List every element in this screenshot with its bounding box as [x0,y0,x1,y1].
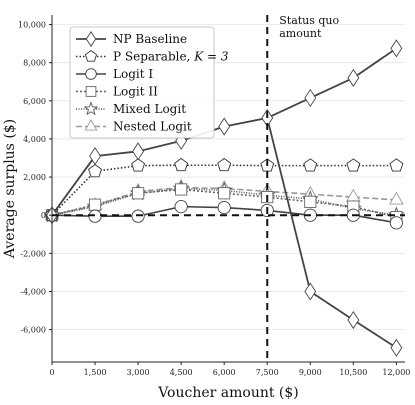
data-point [389,158,404,172]
data-point [304,282,317,301]
series-np-baseline [46,39,403,357]
data-point [88,198,102,211]
y-tick-label: 8,000 [23,59,46,68]
data-point [132,142,145,161]
x-tick-label: 10,500 [339,368,367,377]
legend-label: Nested Logit [113,120,192,134]
legend-label: Logit II [113,85,158,99]
data-point [174,200,188,214]
x-tick-label: 1,500 [84,368,107,377]
x-tick-label: 4,500 [170,368,193,377]
legend-item: P Separable, K = 3 [76,50,229,64]
legend-item: NP Baseline [76,31,187,47]
legend-item: Logit I [76,67,153,81]
legend-marker [85,31,97,47]
data-point [217,157,232,172]
vline-annotation-line1: Status quo [279,14,339,27]
data-point [304,195,317,208]
data-point [132,187,145,200]
data-point [131,158,146,172]
legend-item: Mixed Logit [76,101,186,116]
data-point [175,183,188,196]
x-tick-label: 0 [49,368,54,377]
data-point [347,310,360,330]
y-tick-label: 2,000 [23,173,46,182]
data-point [390,39,403,58]
y-axis-label: Average surplus ($) [2,119,18,259]
data-point [217,200,231,215]
legend-box [69,26,215,139]
legend-marker [85,86,97,97]
data-point [346,158,361,172]
data-point [218,187,231,200]
data-point [304,88,317,108]
legend-marker [83,101,99,116]
legend-label: Logit I [113,67,153,81]
y-tick-label: -6,000 [20,326,46,335]
legend-marker [84,119,98,131]
legend-label: P Separable, K = 3 [113,50,229,64]
reference-lines [52,15,405,362]
legend: NP Baseline P Separable, K = 3 Logit I Logi… [69,26,229,139]
data-point [303,158,318,172]
series-line-branch [266,117,397,349]
axes: -6,000 -4,000 -2,000 0 2,000 4,000 6,000 8,000 1… [18,15,410,377]
y-tick-label: 4,000 [23,135,46,144]
x-tick-label: 12,000 [382,368,410,377]
legend-marker [84,50,98,62]
y-tick-label: -2,000 [20,249,46,258]
y-tick-label: 10,000 [18,21,46,30]
data-point [346,188,361,202]
x-tick-label: 3,000 [127,368,150,377]
x-tick-label: 6,000 [213,368,236,377]
y-tick-label: 6,000 [23,97,46,106]
y-tick-label: -4,000 [20,287,46,296]
data-point [89,147,101,166]
data-point [88,164,102,178]
vline-annotation-line2: amount [279,27,322,40]
data-point [389,216,403,230]
legend-item: Logit II [76,85,158,99]
x-tick-label: 9,000 [299,368,322,377]
legend-item: Nested Logit [76,119,192,134]
legend-label: NP Baseline [113,32,187,46]
y-tick-label: 0 [41,211,46,220]
data-point [347,68,360,87]
x-axis-label: Voucher amount ($) [157,385,299,401]
data-point [389,191,404,205]
x-tick-label: 7,500 [256,368,279,377]
data-point [174,157,189,172]
series-line [51,164,397,216]
data-point [218,117,231,136]
legend-label: Mixed Logit [113,102,186,116]
data-point [390,338,403,357]
legend-marker [85,68,97,80]
